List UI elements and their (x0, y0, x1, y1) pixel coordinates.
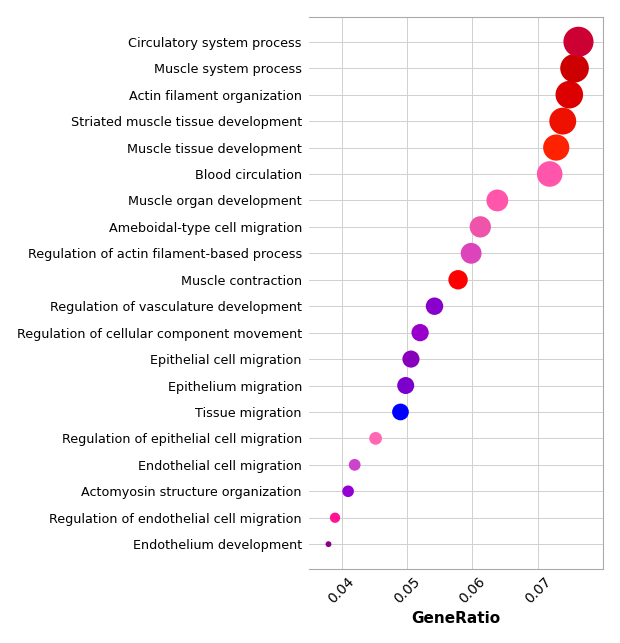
Point (396, 407, 405, 417)
Point (415, 327, 425, 338)
Point (574, 37, 583, 47)
Point (453, 275, 463, 285)
Point (430, 301, 440, 311)
Point (401, 381, 410, 391)
Point (558, 116, 568, 126)
Point (350, 460, 360, 470)
Point (476, 222, 485, 232)
X-axis label: GeneRatio: GeneRatio (412, 611, 501, 626)
Point (492, 195, 502, 206)
Point (330, 512, 340, 523)
Point (324, 539, 334, 549)
Point (466, 248, 476, 258)
Point (564, 89, 574, 100)
Point (551, 142, 561, 152)
Point (343, 486, 353, 496)
Point (406, 354, 416, 364)
Point (545, 169, 555, 179)
Point (371, 433, 381, 444)
Point (570, 63, 580, 73)
